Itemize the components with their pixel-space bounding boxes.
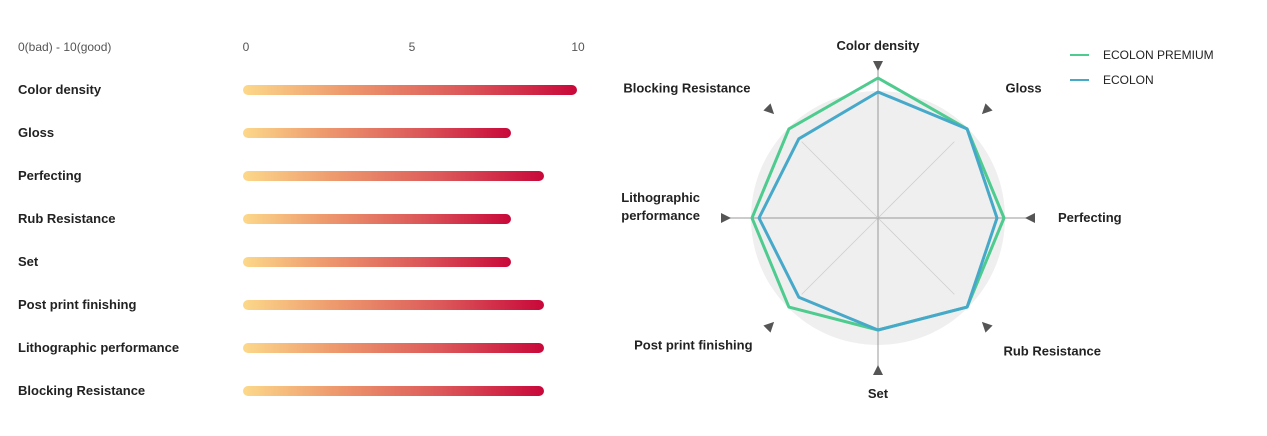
bar-label: Gloss <box>18 125 55 140</box>
bar-label: Blocking Resistance <box>18 383 146 398</box>
axis-label: Lithographic performance <box>621 190 700 223</box>
bar <box>243 300 544 310</box>
bar <box>243 128 511 138</box>
bar-label: Set <box>18 254 39 269</box>
radar-axis-labels: Color density Gloss Perfecting Rub Resistan… <box>621 38 1121 401</box>
radar-chart: Color density Gloss Perfecting Rub Resistan… <box>621 38 1214 401</box>
bar-row: Blocking Resistance <box>0 381 600 401</box>
radar-spoke <box>801 141 879 219</box>
bar <box>243 343 544 353</box>
bar <box>243 214 511 224</box>
bar-label: Post print finishing <box>18 297 137 312</box>
scale-caption: 0(bad) - 10(good) <box>18 40 112 54</box>
bar-chart: 0(bad) - 10(good) 0 5 10 Color density Glos… <box>0 0 600 436</box>
legend-label: ECOLON PREMIUM <box>1103 48 1214 62</box>
bar-row: Color density <box>0 80 600 100</box>
radar-spoke <box>801 217 879 295</box>
axis-arrow <box>1025 213 1035 223</box>
axis-arrow <box>981 103 993 115</box>
tick-label: 0 <box>242 40 250 54</box>
bar-label: Lithographic performance <box>18 340 180 355</box>
bar-row: Gloss <box>0 123 600 143</box>
bar <box>243 257 511 267</box>
axis-label: Set <box>868 386 889 401</box>
bar-row: Post print finishing <box>0 295 600 315</box>
bar <box>243 85 577 95</box>
axis-arrow <box>763 103 775 115</box>
bar <box>243 386 544 396</box>
legend: ECOLON PREMIUM ECOLON <box>1070 48 1214 87</box>
radar-spoke <box>877 141 955 219</box>
bar <box>243 171 544 181</box>
tick-label: 10 <box>571 40 585 54</box>
axis-label: Gloss <box>1005 81 1041 96</box>
axis-label: Rub Resistance <box>1003 343 1101 358</box>
series-line-2 <box>757 90 999 332</box>
bar-row: Perfecting <box>0 166 600 186</box>
legend-label: ECOLON <box>1103 73 1154 87</box>
radar-series <box>750 76 1006 332</box>
bar-label: Color density <box>18 82 102 97</box>
radar-spokes <box>730 70 1026 366</box>
tick-label: 5 <box>408 40 416 54</box>
radar-spoke <box>877 217 955 295</box>
bar-row: Rub Resistance <box>0 209 600 229</box>
axis-arrow <box>763 321 775 333</box>
axis-arrow <box>981 321 993 333</box>
axis-label: Blocking Resistance <box>623 81 750 96</box>
axis-label: Post print finishing <box>634 337 752 352</box>
bar-label: Rub Resistance <box>18 211 116 226</box>
bar-label: Perfecting <box>18 168 82 183</box>
axis-label: Color density <box>836 38 920 53</box>
bar-row: Set <box>0 252 600 272</box>
axis-arrow <box>873 365 883 375</box>
axis-arrow <box>721 213 731 223</box>
axis-label: Perfecting <box>1058 210 1122 225</box>
bar-row: Lithographic performance <box>0 338 600 358</box>
axis-arrow <box>873 61 883 71</box>
